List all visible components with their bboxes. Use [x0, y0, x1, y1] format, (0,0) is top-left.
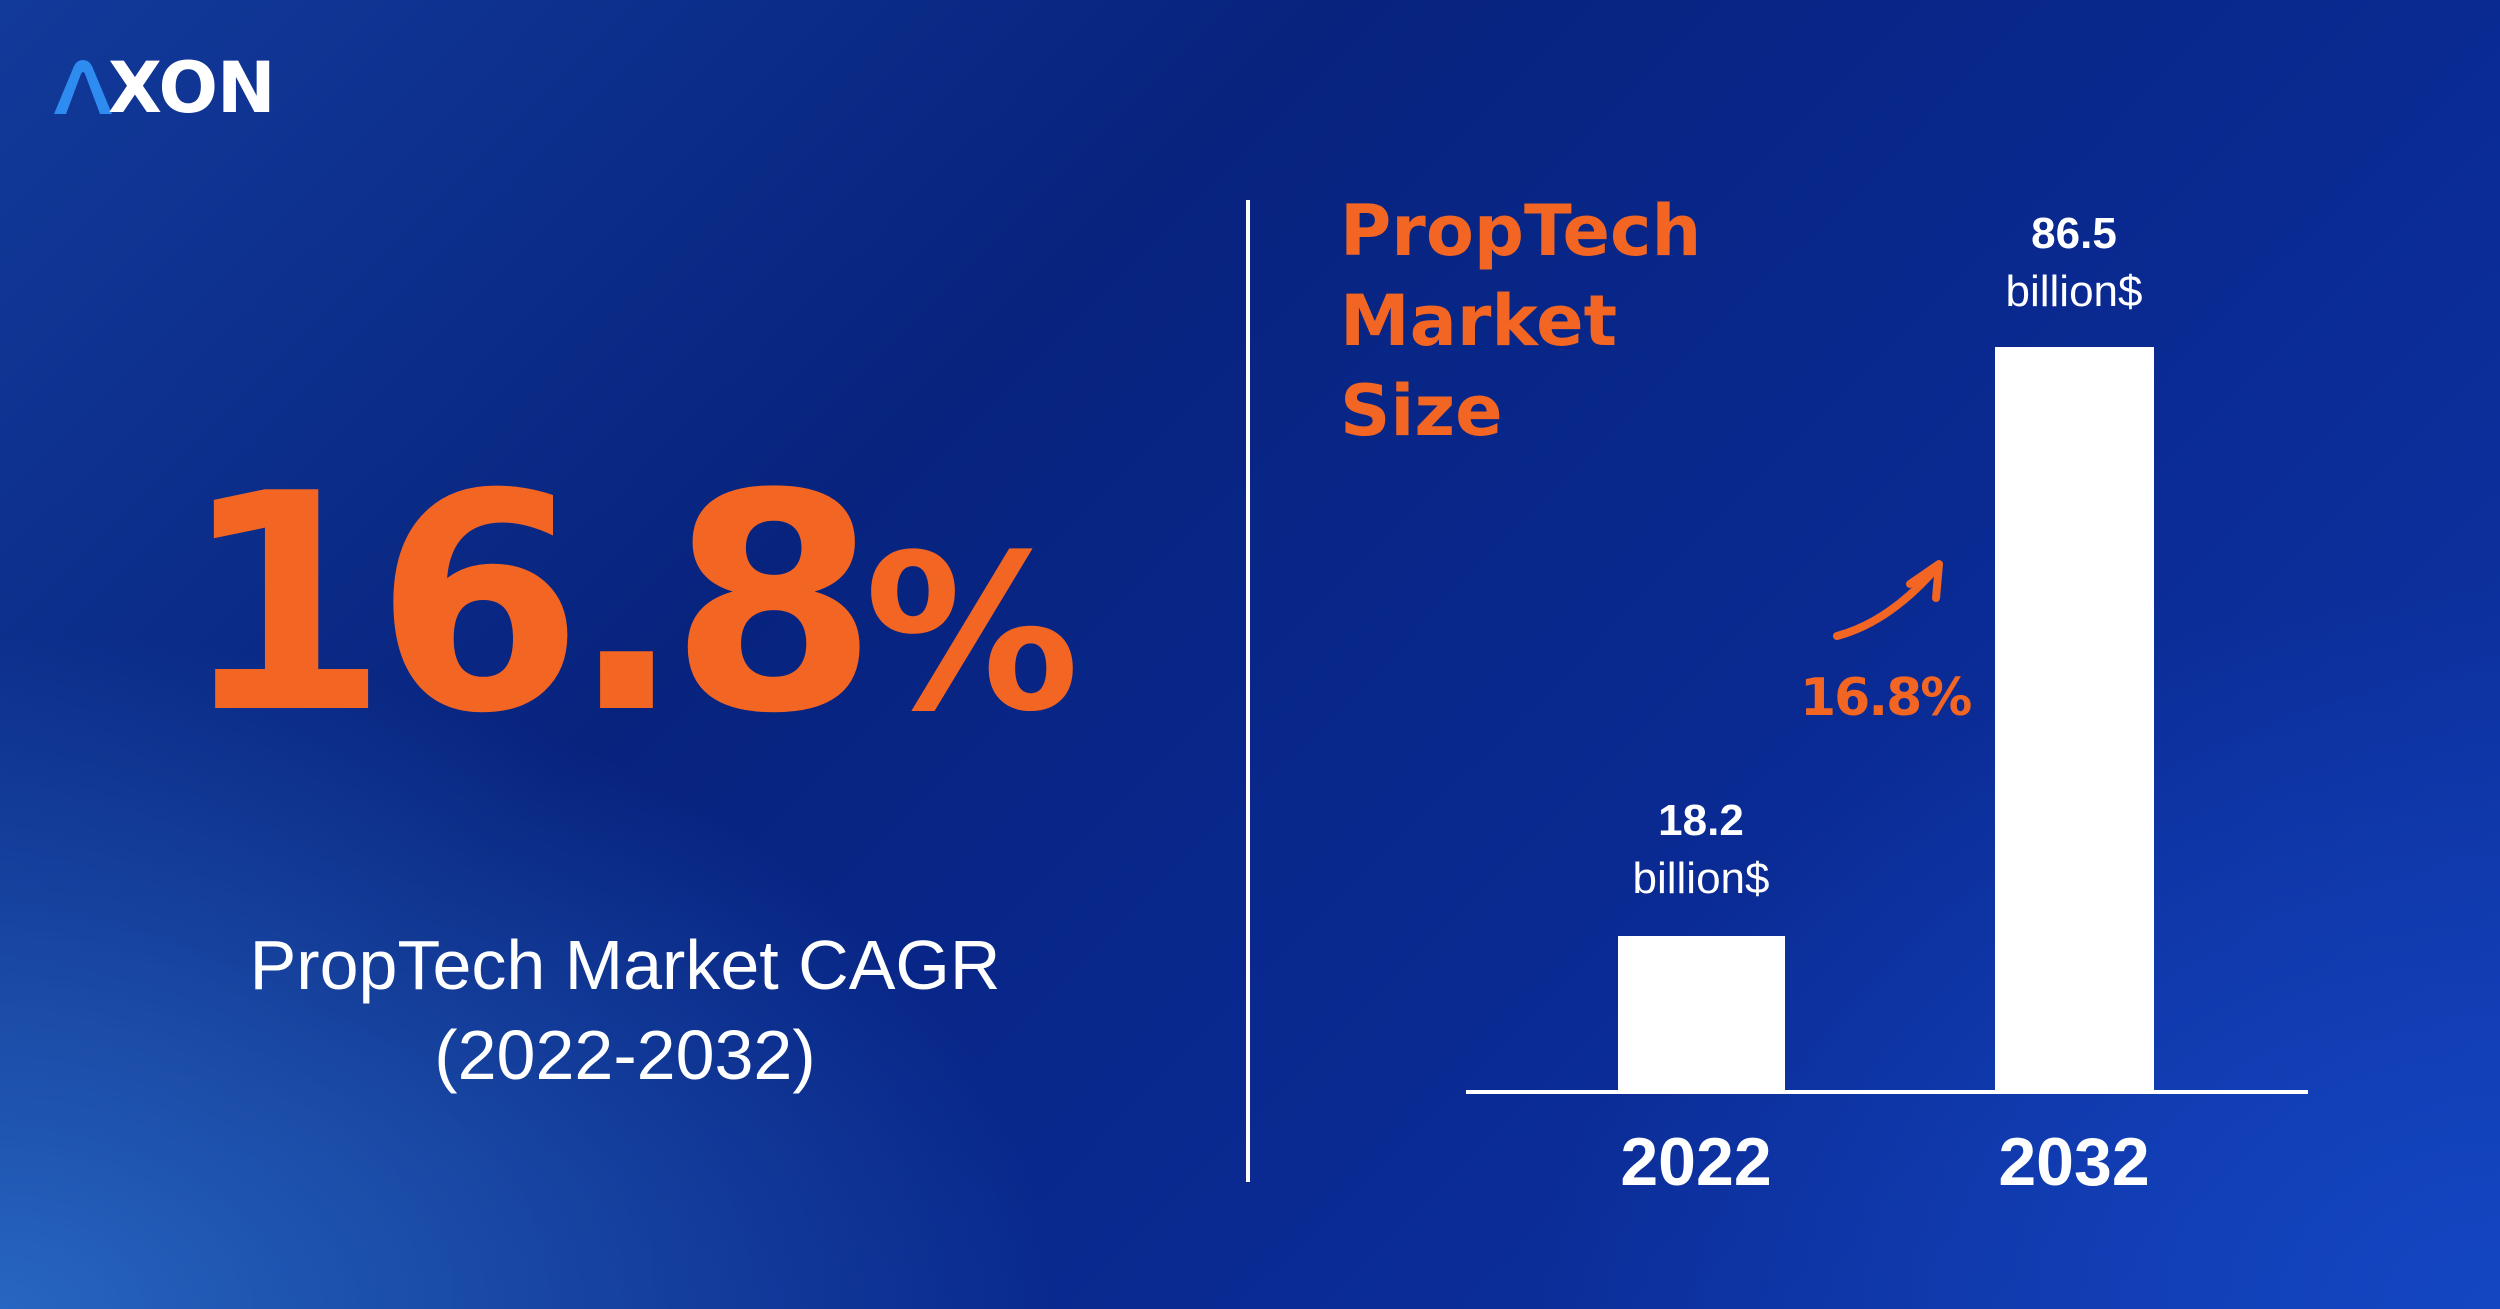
bar-value-2032: 86.5 — [2031, 209, 2117, 258]
chart-title: PropTech Market Size — [1340, 186, 1701, 456]
bar-unit-2032: billion$ — [2005, 267, 2143, 316]
x-axis-line — [1466, 1090, 2308, 1094]
bar-value-2022: 18.2 — [1658, 796, 1744, 845]
logo-text: XON — [108, 47, 276, 129]
growth-rate-label: 16.8% — [1800, 668, 1972, 728]
cagr-headline: 16.8% — [180, 440, 1080, 799]
cagr-subtitle-line2: (2022-2032) — [434, 1016, 816, 1094]
logo-lambda-icon — [54, 60, 112, 114]
bar-value-label-2032: 86.5 billion$ — [1944, 205, 2204, 321]
cagr-percent-sign: % — [864, 508, 1080, 759]
cagr-subtitle-line1: PropTech Market CAGR — [249, 926, 1001, 1004]
curved-arrow-up-right-icon — [1833, 560, 1943, 640]
cagr-subtitle: PropTech Market CAGR (2022-2032) — [150, 920, 1100, 1100]
bar-2022 — [1618, 936, 1785, 1092]
bar-2032 — [1995, 347, 2154, 1092]
chart-title-line1: PropTech — [1340, 190, 1702, 272]
bar-unit-2022: billion$ — [1632, 854, 1770, 903]
x-tick-2032: 2032 — [1998, 1124, 2150, 1200]
chart-title-line2: Market — [1340, 280, 1618, 362]
chart-title-line3: Size — [1340, 370, 1503, 452]
x-tick-2022: 2022 — [1620, 1124, 1772, 1200]
axon-logo: XON — [52, 47, 276, 129]
bar-value-label-2022: 18.2 billion$ — [1571, 792, 1831, 908]
cagr-number: 16.8 — [180, 430, 878, 779]
vertical-divider — [1246, 200, 1250, 1182]
